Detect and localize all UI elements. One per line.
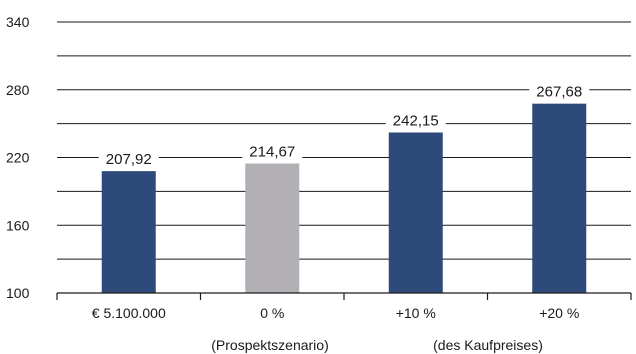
bar [245, 163, 300, 293]
value-label-background [242, 141, 303, 160]
bar [532, 103, 587, 293]
value-label-background [529, 81, 590, 100]
category-label: 0 % [260, 305, 284, 321]
value-labels: 207,92 214,67 242,15 267,68 [98, 81, 590, 168]
y-axis-tick-labels: 100 160 220 280 340 [6, 14, 30, 301]
annotation-des-kaufpreises: (des Kaufpreises) [433, 337, 543, 353]
y-tick-label: 100 [6, 285, 30, 301]
y-tick-label: 220 [6, 150, 30, 166]
category-label: +20 % [539, 305, 579, 321]
value-label: 214,67 [249, 144, 295, 161]
y-tick-label: 340 [6, 14, 30, 30]
bar [101, 171, 156, 293]
bar [388, 132, 443, 293]
bars [101, 103, 587, 293]
value-label: 267,68 [536, 84, 582, 101]
value-label: 242,15 [393, 112, 439, 129]
category-label: +10 % [396, 305, 436, 321]
y-tick-label: 280 [6, 82, 30, 98]
value-label-background [385, 110, 446, 129]
y-tick-label: 160 [6, 217, 30, 233]
value-label-background [98, 149, 159, 168]
annotation-prospektszenario: (Prospektszenario) [211, 337, 329, 353]
value-label: 207,92 [106, 151, 152, 168]
category-label: € 5.100.000 [92, 305, 166, 321]
x-axis: € 5.100.000 0 % +10 % +20 % [56, 292, 632, 321]
